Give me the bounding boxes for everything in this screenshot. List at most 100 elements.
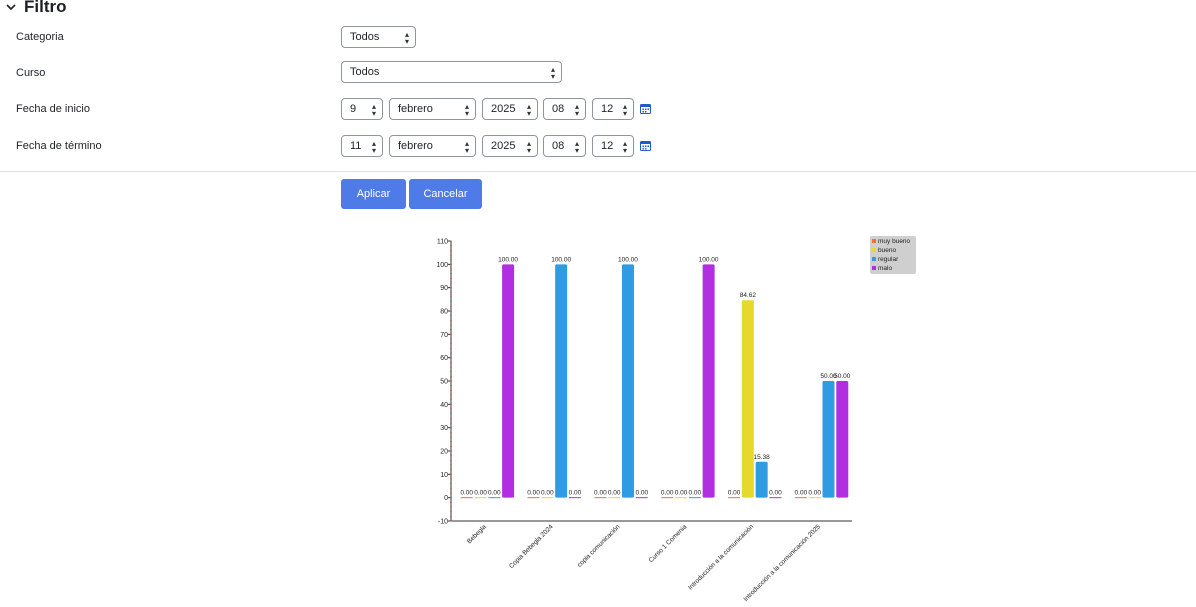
data-label: 15.38: [754, 454, 771, 461]
x-tick-label: copia comunicación: [576, 523, 622, 569]
legend-swatch: [872, 248, 876, 252]
data-label: 0.00: [661, 490, 674, 497]
x-tick-label: Curso 1 Comenia: [648, 523, 689, 564]
fecha-termino-day-select[interactable]: 11 ▴ ▾: [341, 135, 383, 157]
bar: [822, 381, 835, 498]
fecha-inicio-label: Fecha de inicio: [16, 103, 90, 115]
select-arrows-icon: ▴ ▾: [464, 139, 469, 155]
x-tick-label: Copia Bebegla 2024: [508, 523, 555, 570]
bar: [702, 264, 715, 498]
curso-label: Curso: [16, 67, 46, 79]
legend-label: malo: [878, 265, 892, 272]
fecha-termino-year-select[interactable]: 2025 ▴ ▾: [482, 135, 538, 157]
data-label: 100.00: [699, 256, 719, 263]
data-label: 0.00: [728, 490, 741, 497]
section-divider: [0, 171, 1196, 172]
select-arrows-icon: ▴ ▾: [526, 139, 531, 155]
fecha-inicio-month: febrero: [398, 103, 433, 115]
y-tick-label: -10: [438, 519, 448, 526]
data-label: 100.00: [618, 256, 638, 263]
fecha-termino-label: Fecha de término: [16, 140, 102, 152]
fecha-inicio-year-select[interactable]: 2025 ▴ ▾: [482, 98, 538, 120]
select-arrows-icon: ▴ ▾: [371, 102, 376, 118]
curso-select[interactable]: Todos ▴ ▾: [341, 61, 562, 83]
select-arrows-icon: ▴ ▾: [404, 30, 409, 46]
fecha-inicio-day: 9: [350, 103, 357, 115]
curso-value: Todos: [350, 66, 380, 78]
legend-swatch: [872, 239, 876, 243]
bar: [621, 264, 634, 498]
data-label: 0.00: [675, 490, 688, 497]
select-arrows-icon: ▴ ▾: [574, 102, 579, 118]
legend-swatch: [872, 266, 876, 270]
y-tick-label: 70: [440, 332, 448, 339]
filter-section-header[interactable]: Filtro: [4, 0, 67, 17]
calendar-icon[interactable]: [640, 103, 652, 115]
x-tick-label: Introducción a la comunicación: [687, 523, 755, 591]
data-label: 0.00: [808, 490, 821, 497]
data-label: 0.00: [474, 490, 487, 497]
fecha-termino-month: febrero: [398, 140, 433, 152]
data-label: 0.00: [488, 490, 501, 497]
data-label: 0.00: [769, 490, 782, 497]
data-label: 0.00: [795, 490, 808, 497]
legend-label: regular: [878, 256, 899, 263]
fecha-inicio-minute-select[interactable]: 12 ▴ ▾: [592, 98, 634, 120]
apply-button[interactable]: Aplicar: [341, 179, 406, 209]
data-label: 0.00: [527, 490, 540, 497]
chevron-down-icon[interactable]: [4, 0, 18, 14]
y-tick-label: 10: [440, 472, 448, 479]
filter-title: Filtro: [24, 0, 67, 16]
data-label: 84.62: [740, 292, 757, 299]
data-label: 0.00: [608, 490, 621, 497]
select-arrows-icon: ▴ ▾: [622, 139, 627, 155]
select-arrows-icon: ▴ ▾: [550, 65, 555, 81]
fecha-inicio-day-select[interactable]: 9 ▴ ▾: [341, 98, 383, 120]
fecha-termino-hour-select[interactable]: 08 ▴ ▾: [543, 135, 586, 157]
y-tick-label: 80: [440, 309, 448, 316]
fecha-termino-minute: 12: [601, 140, 614, 152]
data-label: 0.00: [635, 490, 648, 497]
bar: [836, 381, 849, 498]
y-tick-label: 110: [437, 239, 448, 246]
select-arrows-icon: ▴ ▾: [622, 102, 627, 118]
data-label: 0.00: [688, 490, 701, 497]
x-tick-label: Bebegla: [466, 523, 488, 545]
fecha-inicio-month-select[interactable]: febrero ▴ ▾: [389, 98, 476, 120]
y-tick-label: 40: [440, 402, 448, 409]
y-tick-label: 50: [440, 379, 448, 386]
x-tick-label: Introducción a la comunicación 2025: [742, 523, 822, 603]
cancel-button[interactable]: Cancelar: [409, 179, 482, 209]
fecha-inicio-hour-select[interactable]: 08 ▴ ▾: [543, 98, 586, 120]
legend-label: bueno: [878, 247, 896, 254]
categoria-label: Categoria: [16, 31, 64, 43]
bar: [741, 300, 754, 498]
y-tick-label: 60: [440, 355, 448, 362]
legend-label: muy bueno: [878, 238, 911, 245]
categoria-select[interactable]: Todos ▴ ▾: [341, 26, 416, 48]
data-label: 100.00: [551, 256, 571, 263]
y-tick-label: 90: [440, 285, 448, 292]
bar: [555, 264, 568, 498]
fecha-termino-hour: 08: [552, 140, 565, 152]
fecha-termino-month-select[interactable]: febrero ▴ ▾: [389, 135, 476, 157]
calendar-icon[interactable]: [640, 140, 652, 152]
legend-box: [870, 236, 916, 274]
fecha-termino-minute-select[interactable]: 12 ▴ ▾: [592, 135, 634, 157]
data-label: 50.00: [834, 373, 851, 380]
fecha-termino-year: 2025: [491, 140, 516, 152]
fecha-termino-day: 11: [350, 140, 362, 152]
data-label: 0.00: [594, 490, 607, 497]
select-arrows-icon: ▴ ▾: [464, 102, 469, 118]
y-tick-label: 20: [440, 449, 448, 456]
bar: [502, 264, 515, 498]
data-label: 0.00: [460, 490, 473, 497]
select-arrows-icon: ▴ ▾: [526, 102, 531, 118]
fecha-inicio-hour: 08: [552, 103, 565, 115]
y-tick-label: 0: [444, 495, 448, 502]
data-label: 50.00: [820, 373, 837, 380]
select-arrows-icon: ▴ ▾: [371, 139, 376, 155]
data-label: 100.00: [498, 256, 518, 263]
select-arrows-icon: ▴ ▾: [574, 139, 579, 155]
